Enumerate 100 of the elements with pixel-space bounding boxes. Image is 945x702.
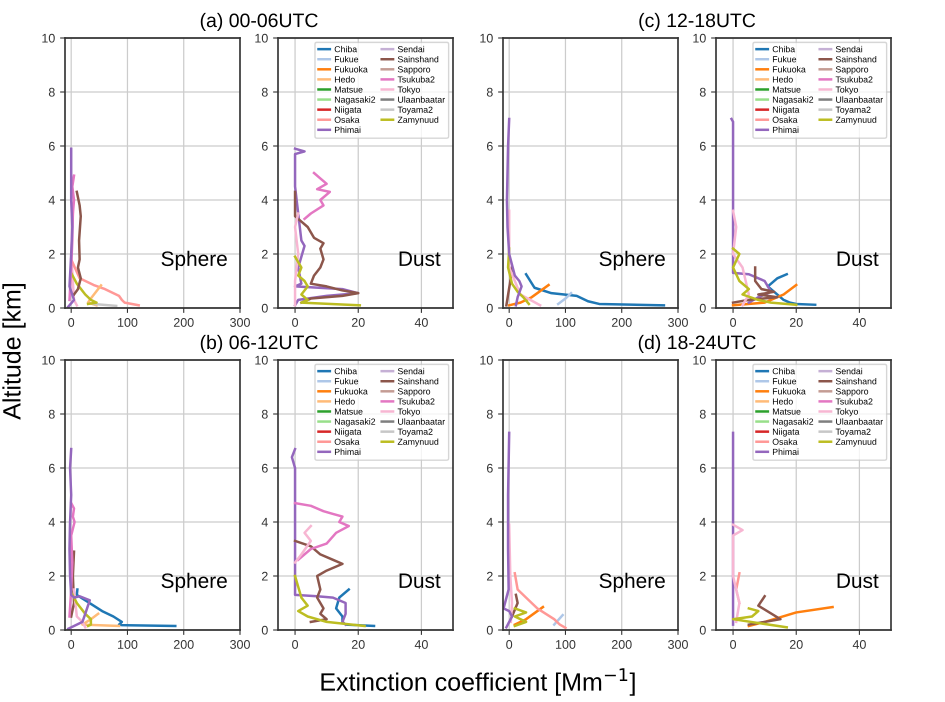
legend-label: Tsukuba2 — [836, 398, 872, 405]
legend-label: Osaka — [334, 438, 360, 445]
legend-label: Niigata — [772, 106, 800, 115]
legend-label: Hedo — [334, 398, 355, 405]
legend-label: Sapporo — [836, 66, 868, 74]
y-tick-label: 10 — [480, 34, 493, 43]
annotation: Dust — [400, 574, 441, 588]
y-tick-label: 4 — [262, 196, 268, 205]
y-tick-label: 4 — [48, 518, 55, 527]
x-axis-title: Extinction coefficient [Mm$^{−1}$] — [321, 668, 635, 696]
legend-label: Matsue — [772, 86, 801, 93]
x-tick-label: 200 — [174, 640, 194, 649]
chart-title: (a) 00-06UTC — [200, 12, 318, 32]
legend-label: Sapporo — [398, 66, 430, 74]
annotation: Dust — [838, 252, 879, 266]
y-tick-label: 2 — [700, 572, 706, 581]
x-tick-label: 200 — [612, 640, 632, 649]
y-tick-label: 10 — [480, 356, 493, 365]
x-tick-label: 0 — [292, 318, 298, 327]
legend-label: Sainshand — [836, 56, 876, 62]
legend-label: Zamynuud — [398, 438, 438, 447]
x-tick-label: 20 — [790, 640, 803, 649]
y-tick-label: 4 — [486, 518, 493, 527]
legend-label: Phimai — [334, 126, 360, 133]
y-tick-label: 10 — [255, 356, 268, 365]
legend-label: Fukuoka — [334, 66, 368, 72]
y-tick-label: 8 — [48, 88, 55, 97]
legend-label: Fukue — [334, 56, 358, 62]
y-tick-label: 2 — [48, 250, 55, 259]
x-tick-label: 20 — [352, 640, 365, 649]
legend-label: Tokyo — [398, 86, 420, 94]
y-tick-label: 8 — [486, 88, 493, 97]
legend-label: Sapporo — [398, 388, 430, 396]
x-tick-label: 300 — [230, 318, 250, 327]
x-tick-label: 0 — [730, 640, 736, 649]
legend-label: Sainshand — [398, 378, 438, 384]
y-tick-label: 8 — [48, 410, 55, 419]
y-tick-label: 0 — [700, 626, 706, 635]
y-tick-label: 6 — [486, 464, 493, 473]
legend-label: Nagasaki2 — [772, 418, 814, 426]
legend-label: Tokyo — [398, 408, 420, 416]
legend-label: Sendai — [398, 46, 424, 52]
legend-label: Zamynuud — [836, 438, 876, 447]
legend-label: Matsue — [334, 408, 363, 415]
y-tick-label: 8 — [700, 410, 706, 419]
legend-label: Hedo — [334, 76, 355, 83]
legend-label: Zamynuud — [836, 116, 876, 125]
legend-label: Osaka — [772, 116, 798, 123]
legend-label: Nagasaki2 — [334, 96, 376, 104]
legend-label: Niigata — [334, 106, 362, 115]
legend-label: Toyama2 — [398, 106, 433, 115]
y-tick-label: 2 — [48, 572, 55, 581]
y-tick-label: 8 — [262, 410, 268, 419]
y-tick-label: 10 — [255, 34, 268, 43]
x-tick-label: 40 — [414, 640, 428, 649]
legend-label: Fukue — [334, 378, 358, 384]
y-tick-label: 4 — [700, 518, 706, 527]
x-tick-label: 100 — [556, 318, 576, 327]
legend-label: Phimai — [772, 126, 798, 133]
chart-title: (d) 18-24UTC — [638, 334, 756, 354]
y-tick-label: 4 — [262, 518, 268, 527]
x-tick-label: 20 — [352, 318, 365, 327]
legend-label: Tsukuba2 — [398, 398, 434, 405]
x-tick-label: 200 — [612, 318, 632, 327]
y-tick-label: 2 — [262, 572, 268, 581]
y-tick-label: 4 — [486, 196, 493, 205]
legend-label: Toyama2 — [836, 428, 871, 437]
y-tick-label: 10 — [42, 356, 55, 365]
legend-label: Zamynuud — [398, 116, 438, 125]
legend-label: Fukuoka — [772, 66, 806, 72]
y-tick-label: 2 — [486, 250, 493, 259]
y-tick-label: 4 — [48, 196, 55, 205]
y-tick-label: 2 — [700, 250, 706, 259]
y-tick-label: 10 — [693, 34, 706, 43]
legend-label: Chiba — [772, 368, 796, 374]
x-tick-label: 100 — [556, 640, 576, 649]
annotation: Sphere — [600, 250, 665, 270]
legend-label: Hedo — [772, 76, 793, 83]
legend-label: Phimai — [772, 448, 798, 455]
y-tick-label: 0 — [262, 626, 268, 635]
legend-label: Sainshand — [836, 378, 876, 384]
legend-label: Chiba — [334, 368, 358, 374]
y-tick-label: 8 — [700, 88, 706, 97]
legend-label: Nagasaki2 — [334, 418, 376, 426]
legend-label: Tsukuba2 — [836, 76, 872, 83]
y-tick-label: 2 — [486, 572, 493, 581]
y-tick-label: 0 — [700, 304, 706, 313]
legend-label: Fukuoka — [334, 388, 368, 394]
legend-label: Fukue — [772, 378, 796, 384]
chart-title: (c) 12-18UTC — [639, 12, 756, 32]
legend-label: Phimai — [334, 448, 360, 455]
annotation: Dust — [400, 252, 441, 266]
legend-label: Ulaanbaatar — [398, 96, 445, 103]
y-tick-label: 6 — [48, 464, 55, 473]
annotation: Sphere — [162, 572, 227, 592]
legend-label: Matsue — [334, 86, 363, 93]
x-tick-label: 300 — [668, 318, 688, 327]
legend-label: Ulaanbaatar — [836, 418, 883, 425]
y-axis-title: Altitude [km] — [2, 284, 26, 420]
x-tick-label: 0 — [68, 640, 74, 649]
